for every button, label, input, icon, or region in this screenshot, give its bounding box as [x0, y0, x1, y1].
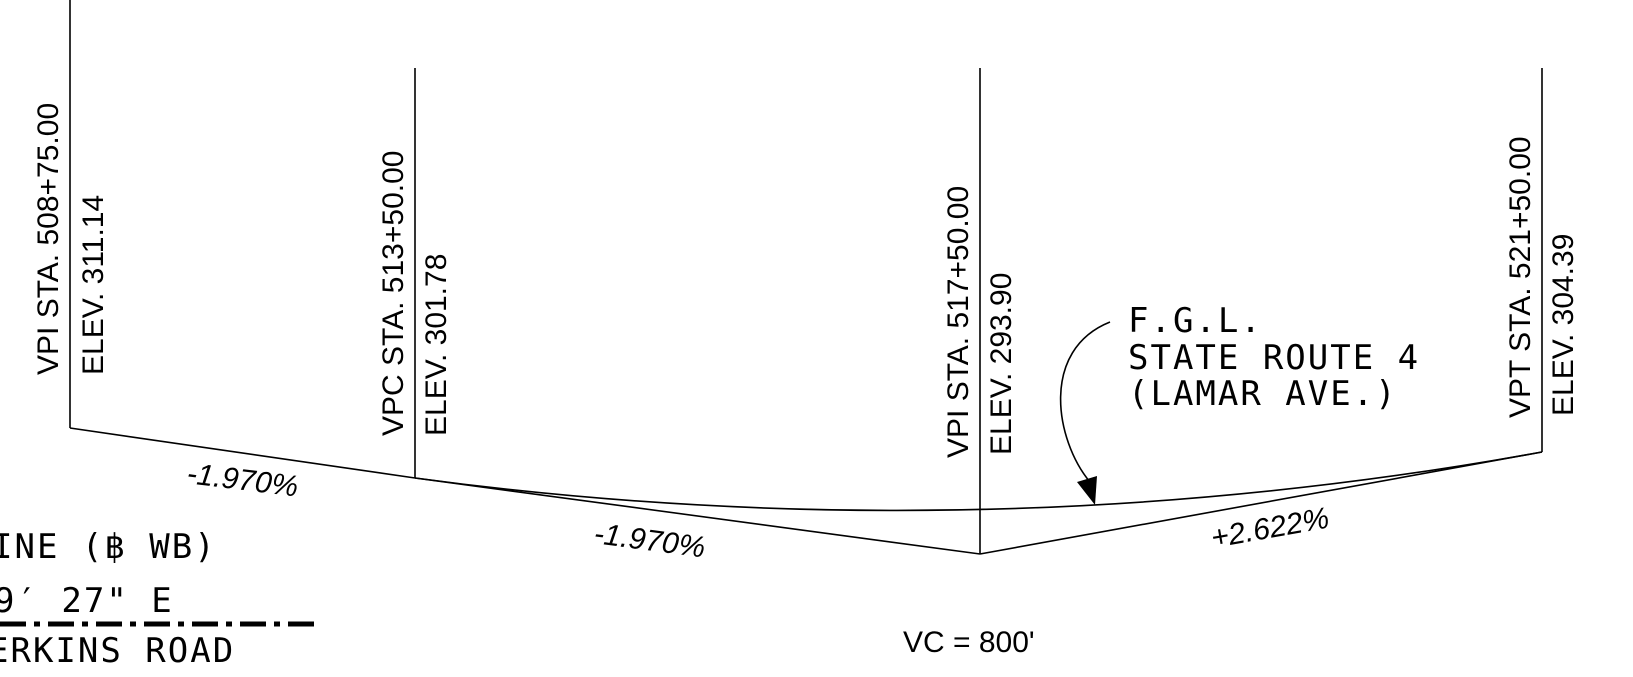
- left-note-line-3: ERKINS ROAD: [0, 631, 235, 671]
- vertical-curve-length: VC = 800': [903, 626, 1035, 659]
- station-elev-vpt: ELEV. 304.39: [1547, 234, 1580, 416]
- station-elev-vpi-1: ELEV. 311.14: [77, 195, 110, 375]
- station-label-vpi-2: VPI STA. 517+50.00: [942, 186, 975, 458]
- tangent-line-1: [69, 427, 416, 479]
- station-label-vpt: VPT STA. 521+50.00: [1504, 136, 1537, 418]
- station-label-vpi-1: VPI STA. 508+75.00: [32, 103, 65, 375]
- station-elev-vpc: ELEV. 301.78: [420, 254, 453, 436]
- grade-label-2: -1.970%: [592, 517, 707, 564]
- fgl-note-line-1: F.G.L.: [1128, 301, 1263, 341]
- left-note-line-2: 9′ 27" E: [0, 581, 174, 621]
- vertical-curve: [414, 451, 1543, 512]
- fgl-leader-line: [1059, 321, 1111, 483]
- station-label-vpc: VPC STA. 513+50.00: [377, 151, 410, 436]
- tangent-line-2: [414, 477, 981, 555]
- left-note-line-1: INE (฿ WB): [0, 527, 217, 567]
- fgl-note-line-3: (LAMAR AVE.): [1128, 374, 1398, 414]
- fgl-leader-arrowhead: [1077, 476, 1097, 505]
- grade-label-1: -1.970%: [185, 457, 300, 503]
- fgl-note-line-2: STATE ROUTE 4: [1128, 338, 1420, 378]
- tangent-line-3: [979, 451, 1543, 555]
- station-elev-vpi-2: ELEV. 293.90: [985, 273, 1018, 455]
